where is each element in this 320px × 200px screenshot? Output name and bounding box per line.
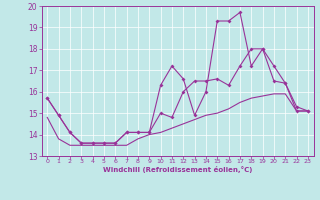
X-axis label: Windchill (Refroidissement éolien,°C): Windchill (Refroidissement éolien,°C) [103, 166, 252, 173]
